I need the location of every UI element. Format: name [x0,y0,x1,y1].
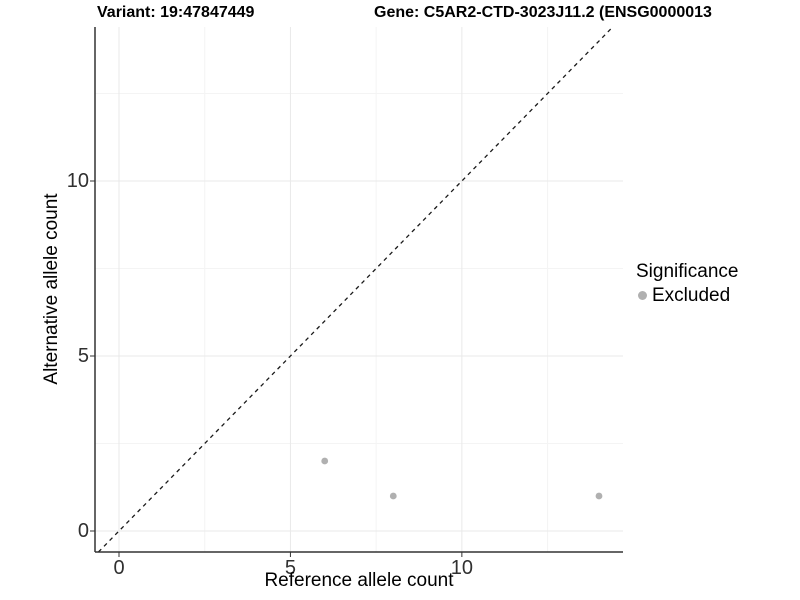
y-tick-label: 5 [77,345,89,367]
data-point [389,492,397,500]
legend-title: Significance [636,261,739,282]
y-axis-title: Alternative allele count [41,193,62,385]
data-point [321,457,329,465]
x-tick-label: 10 [450,557,473,579]
x-tick-label: 5 [284,557,296,579]
legend-point-icon [638,291,647,300]
legend-items: Excluded [636,285,738,306]
x-axis-title: Reference allele count [264,570,454,591]
y-tick-label: 10 [66,170,89,192]
legend-item-label: Excluded [652,285,731,306]
plot-title-variant: Variant: 19:47847449 [97,4,255,21]
y-tick-label: 0 [77,520,89,542]
legend-item: Excluded [636,285,738,306]
plot-title-gene: Gene: C5AR2-CTD-3023J11.2 (ENSG0000013 [374,4,712,21]
x-tick-label: 0 [113,557,125,579]
legend: Significance Excluded [636,261,738,306]
data-point [595,492,603,500]
identity-reference-line [97,26,614,553]
